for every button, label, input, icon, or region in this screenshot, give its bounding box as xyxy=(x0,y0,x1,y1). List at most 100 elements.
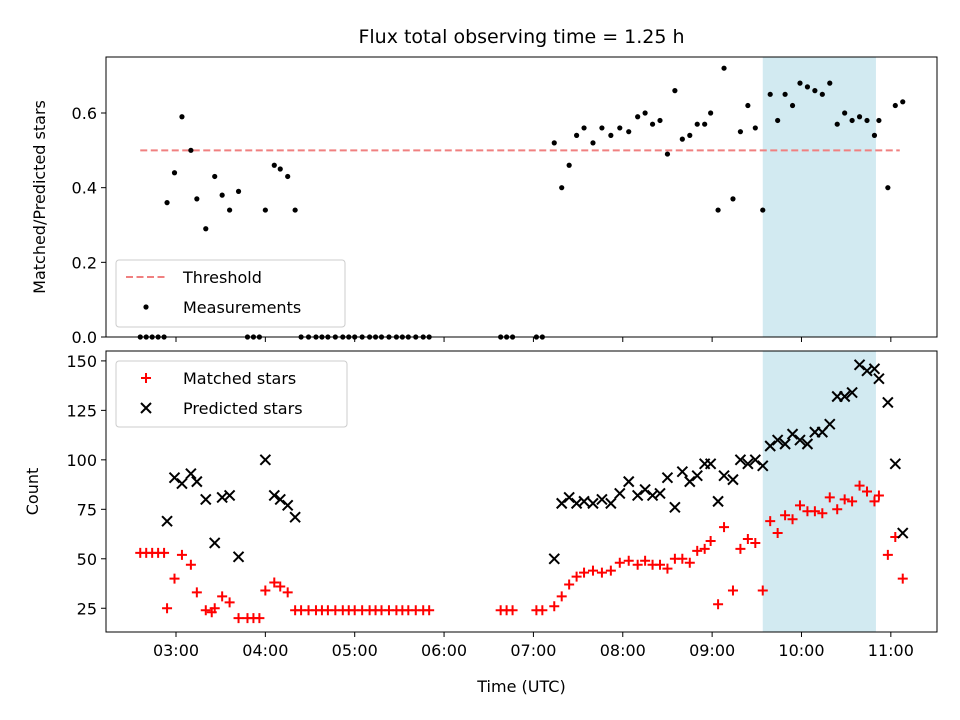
data-point-plus xyxy=(275,581,286,592)
data-point-plus xyxy=(719,522,730,533)
data-point-dot xyxy=(702,121,708,127)
data-point-x xyxy=(882,396,894,409)
data-point-dot xyxy=(235,188,242,194)
chart-title: Flux total observing time = 1.25 h xyxy=(358,26,684,48)
data-point-dot xyxy=(737,129,744,135)
data-point-dot xyxy=(599,125,605,131)
bottom-axes-frame xyxy=(105,350,938,633)
top-axes-frame xyxy=(105,56,938,338)
data-point-x xyxy=(734,454,747,466)
data-point-dot xyxy=(271,162,277,168)
y-tick-label: 0.0 xyxy=(72,328,97,347)
data-point-x xyxy=(749,454,762,466)
data-point-dot xyxy=(885,185,891,191)
x-tick-label: 08:00 xyxy=(600,641,646,660)
legend-plus-swatch xyxy=(141,373,151,383)
data-point-dot xyxy=(590,140,596,146)
data-point-dot xyxy=(864,117,870,124)
data-point-x xyxy=(281,499,294,512)
data-point-dot xyxy=(856,114,863,120)
data-point-plus xyxy=(614,557,625,568)
data-point-plus xyxy=(705,535,716,546)
data-point-dot xyxy=(292,207,298,213)
data-point-x xyxy=(232,551,245,563)
data-point-x xyxy=(846,386,858,399)
bottom-legend: Matched stars Predicted stars xyxy=(115,360,348,428)
legend-label: Measurements xyxy=(183,298,301,317)
data-point-x xyxy=(801,438,814,450)
bottom-panel-counts: 03:00 04:00 05:00 06:00 07:00 08:00 09:00 10:00… xyxy=(23,350,938,696)
legend-label: Matched stars xyxy=(183,369,296,388)
data-point-dot xyxy=(679,136,685,142)
x-tick-label: 10:00 xyxy=(778,641,824,660)
data-point-dot xyxy=(219,192,225,198)
data-point-plus xyxy=(640,555,651,566)
data-point-plus xyxy=(623,555,634,566)
data-point-dot xyxy=(760,207,766,213)
data-point-x xyxy=(654,487,666,500)
series-dot-marks xyxy=(137,65,906,340)
bottom-y-axis-label: Count xyxy=(23,468,42,516)
data-point-plus xyxy=(224,597,235,608)
data-point-x xyxy=(605,497,617,510)
legend-box xyxy=(115,360,348,428)
x-tick-label: 06:00 xyxy=(421,641,467,660)
data-point-dot xyxy=(657,117,663,124)
bottom-shaded-span xyxy=(762,351,876,632)
data-point-dot xyxy=(188,147,194,153)
y-tick-label: 100 xyxy=(66,451,97,470)
data-point-dot xyxy=(194,196,200,202)
series-plus-marks xyxy=(135,480,908,624)
data-point-plus xyxy=(713,599,724,610)
data-point-plus xyxy=(750,537,761,548)
data-point-x xyxy=(548,553,560,565)
data-point-dot xyxy=(574,132,580,138)
data-point-x xyxy=(718,469,730,482)
data-point-x xyxy=(786,428,799,440)
data-point-dot xyxy=(277,166,283,172)
data-point-x xyxy=(669,501,681,514)
data-point-plus xyxy=(269,577,280,588)
data-point-plus xyxy=(780,510,791,521)
data-point-plus xyxy=(169,573,180,584)
data-point-dot xyxy=(782,91,788,97)
data-point-dot xyxy=(227,207,233,213)
data-point-dot xyxy=(617,125,623,131)
legend-label: Threshold xyxy=(182,268,262,287)
data-point-dot xyxy=(797,80,803,86)
data-point-x xyxy=(623,475,635,488)
data-point-plus xyxy=(677,553,688,564)
data-point-dot xyxy=(179,114,185,120)
data-point-plus xyxy=(873,490,884,501)
data-point-plus xyxy=(727,585,738,596)
data-point-plus xyxy=(282,587,293,598)
data-point-plus xyxy=(537,605,548,616)
data-point-dot xyxy=(715,207,721,213)
data-point-plus xyxy=(655,559,665,570)
x-tick-label: 03:00 xyxy=(153,641,199,660)
data-point-plus xyxy=(191,587,202,598)
data-point-x xyxy=(596,493,608,506)
data-point-x xyxy=(897,527,909,539)
data-point-x xyxy=(727,473,739,486)
data-point-plus xyxy=(787,514,798,525)
data-point-dot xyxy=(819,91,825,97)
data-point-x xyxy=(838,390,851,403)
data-point-dot xyxy=(849,117,855,124)
data-point-x xyxy=(764,440,776,452)
data-point-plus xyxy=(897,573,908,584)
data-point-plus xyxy=(824,492,835,503)
data-point-x xyxy=(684,475,696,488)
data-point-dot xyxy=(203,226,209,232)
data-point-dot xyxy=(626,129,632,135)
data-point-plus xyxy=(260,585,271,596)
data-point-dot xyxy=(745,102,751,109)
legend-x-swatch xyxy=(140,402,152,414)
data-point-x xyxy=(676,466,689,478)
data-point-plus xyxy=(742,533,753,544)
y-tick-label: 0.4 xyxy=(72,179,97,198)
data-point-x xyxy=(200,493,212,506)
data-point-dot xyxy=(559,185,565,191)
data-point-plus xyxy=(233,613,244,624)
data-point-x xyxy=(168,471,181,484)
